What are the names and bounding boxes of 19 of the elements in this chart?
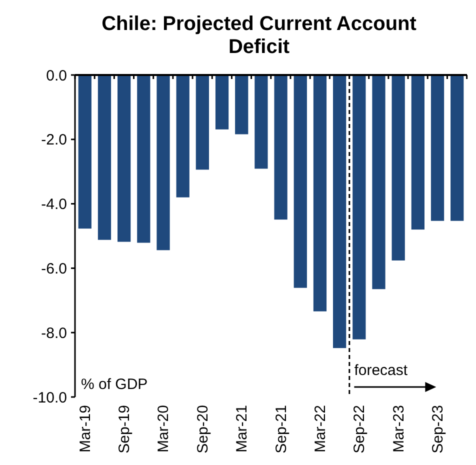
x-tick-label: Mar-21 bbox=[234, 405, 251, 453]
x-tick-label: Mar-20 bbox=[155, 405, 172, 453]
y-tick-label: 0.0 bbox=[46, 67, 67, 84]
y-tick-label: -8.0 bbox=[41, 324, 67, 342]
x-tick-label: Mar-19 bbox=[76, 405, 94, 453]
y-tick-label: -10.0 bbox=[32, 389, 67, 406]
x-tick-label: Sep-19 bbox=[116, 405, 133, 454]
x-tick-label: Sep-21 bbox=[272, 405, 290, 454]
x-tick-label: Sep-20 bbox=[194, 405, 212, 454]
x-tick-label: Sep-22 bbox=[351, 405, 368, 454]
x-tick-label: Mar-23 bbox=[390, 405, 408, 453]
y-tick-label: -2.0 bbox=[41, 132, 67, 149]
annotation: forecast bbox=[354, 362, 408, 379]
y-tick-label: -4.0 bbox=[41, 196, 67, 214]
x-tick-label: Sep-23 bbox=[430, 405, 447, 454]
y-tick-label: -6.0 bbox=[41, 260, 67, 278]
chart-title: Chile: Projected Current Account Deficit bbox=[102, 13, 417, 58]
x-tick-label: Mar-22 bbox=[312, 405, 329, 453]
y-axis-title: % of GDP bbox=[81, 376, 148, 393]
